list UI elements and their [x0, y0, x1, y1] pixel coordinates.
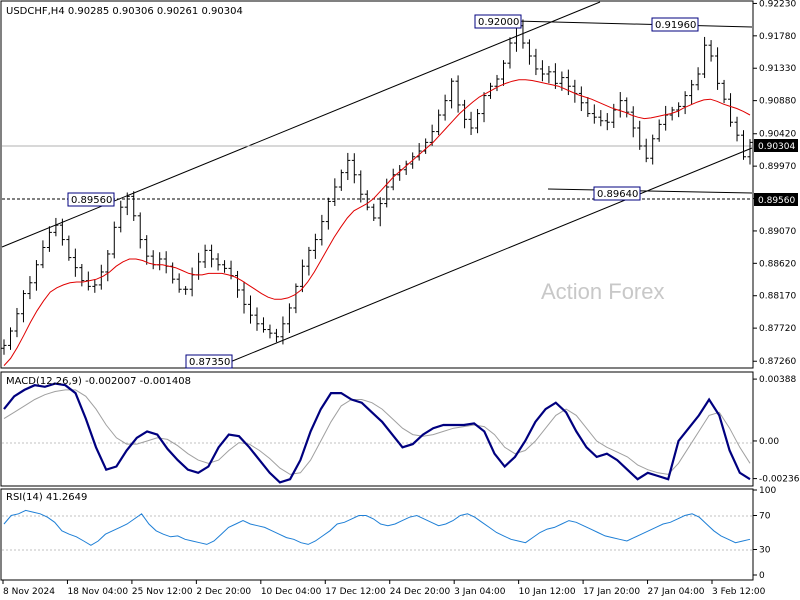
support-line	[547, 188, 753, 194]
annotation-0.89640: 0.89640	[593, 186, 641, 201]
rsi-panel-frame	[0, 488, 754, 581]
time-tick-label: 24 Dec 20:00	[390, 587, 451, 597]
time-tick-label: 3 Feb 12:00	[712, 587, 766, 597]
macd-signal-line	[3, 389, 751, 475]
annotation-0.89560: 0.89560	[67, 192, 115, 207]
time-tick-label: 25 Nov 12:00	[132, 587, 193, 597]
svg-text:0.91960: 0.91960	[655, 20, 696, 31]
current-price-label: 0.90304	[758, 142, 795, 152]
price-tick-label: 0.88620	[759, 259, 796, 269]
price-tick-label: 0.89070	[759, 227, 796, 237]
time-tick-label: 10 Dec 04:00	[261, 587, 322, 597]
rsi-title: RSI(14) 41.2649	[6, 492, 87, 503]
price-tick-label: 0.87260	[759, 357, 796, 367]
price-tick-label: 0.88170	[759, 292, 796, 302]
svg-text:0.89640: 0.89640	[597, 189, 638, 200]
chart-header: USDCHF,H4 0.90285 0.90306 0.90261 0.9030…	[6, 6, 243, 17]
svg-text:0.87350: 0.87350	[189, 357, 230, 368]
macd-panel-frame	[0, 371, 754, 487]
time-tick-label: 18 Nov 04:00	[67, 587, 128, 597]
top-resistance-line	[514, 20, 753, 28]
rsi-tick-label: 70	[759, 512, 771, 522]
macd-main-line	[3, 382, 751, 484]
annotation-0.91960: 0.91960	[651, 17, 699, 32]
macd-title: MACD(12,26,9) -0.002007 -0.001408	[6, 376, 191, 387]
price-tick-label: 0.91330	[759, 64, 796, 74]
time-tick-label: 8 Nov 2024	[3, 587, 55, 597]
level-label: 0.89560	[758, 196, 795, 206]
rsi-tick-label: 100	[759, 486, 776, 496]
rsi-axis: 100 70 30 0	[753, 486, 776, 581]
level-tag: 0.89560	[754, 193, 798, 206]
macd-tick-label: 0.00388	[759, 375, 796, 385]
time-tick-label: 2 Dec 20:00	[196, 587, 251, 597]
price-tick-label: 0.90880	[759, 97, 796, 107]
time-tick-label: 10 Jan 12:00	[519, 587, 576, 597]
time-tick-label: 17 Dec 12:00	[325, 587, 386, 597]
time-tick-label: 17 Jan 20:00	[583, 587, 640, 597]
watermark: Action Forex	[541, 279, 665, 304]
time-axis: 8 Nov 2024 18 Nov 04:00 25 Nov 12:00 2 Dec …	[2, 580, 766, 597]
current-price-tag: 0.90304	[754, 139, 798, 152]
price-tick-label: 0.89970	[759, 162, 796, 172]
rsi-tick-label: 30	[759, 546, 771, 556]
time-tick-label: 3 Jan 04:00	[454, 587, 506, 597]
macd-axis: 0.00388 0.00 -0.002361	[753, 375, 800, 485]
macd-tick-label: 0.00	[759, 437, 779, 447]
moving-average-line	[3, 79, 751, 366]
rsi-tick-label: 0	[759, 571, 765, 581]
price-tick-label: 0.87720	[759, 324, 796, 334]
candles	[1, 19, 753, 355]
macd-tick-label: -0.002361	[759, 475, 800, 485]
main-panel-frame	[0, 0, 754, 369]
annotation-0.92000: 0.92000	[474, 14, 522, 29]
annotations: 0.92000 0.91960 0.89560 0.89640 0.87350	[67, 14, 699, 369]
price-tick-label: 0.91780	[759, 32, 796, 42]
svg-text:0.92000: 0.92000	[478, 17, 519, 28]
svg-text:0.89560: 0.89560	[71, 195, 112, 206]
price-tick-label: 0.90420	[759, 130, 796, 140]
time-tick-label: 27 Jan 04:00	[648, 587, 705, 597]
rsi-line	[3, 509, 751, 546]
lower-channel-line	[229, 147, 753, 363]
price-tick-label: 0.92230	[759, 0, 796, 9]
annotation-0.87350: 0.87350	[185, 354, 233, 369]
